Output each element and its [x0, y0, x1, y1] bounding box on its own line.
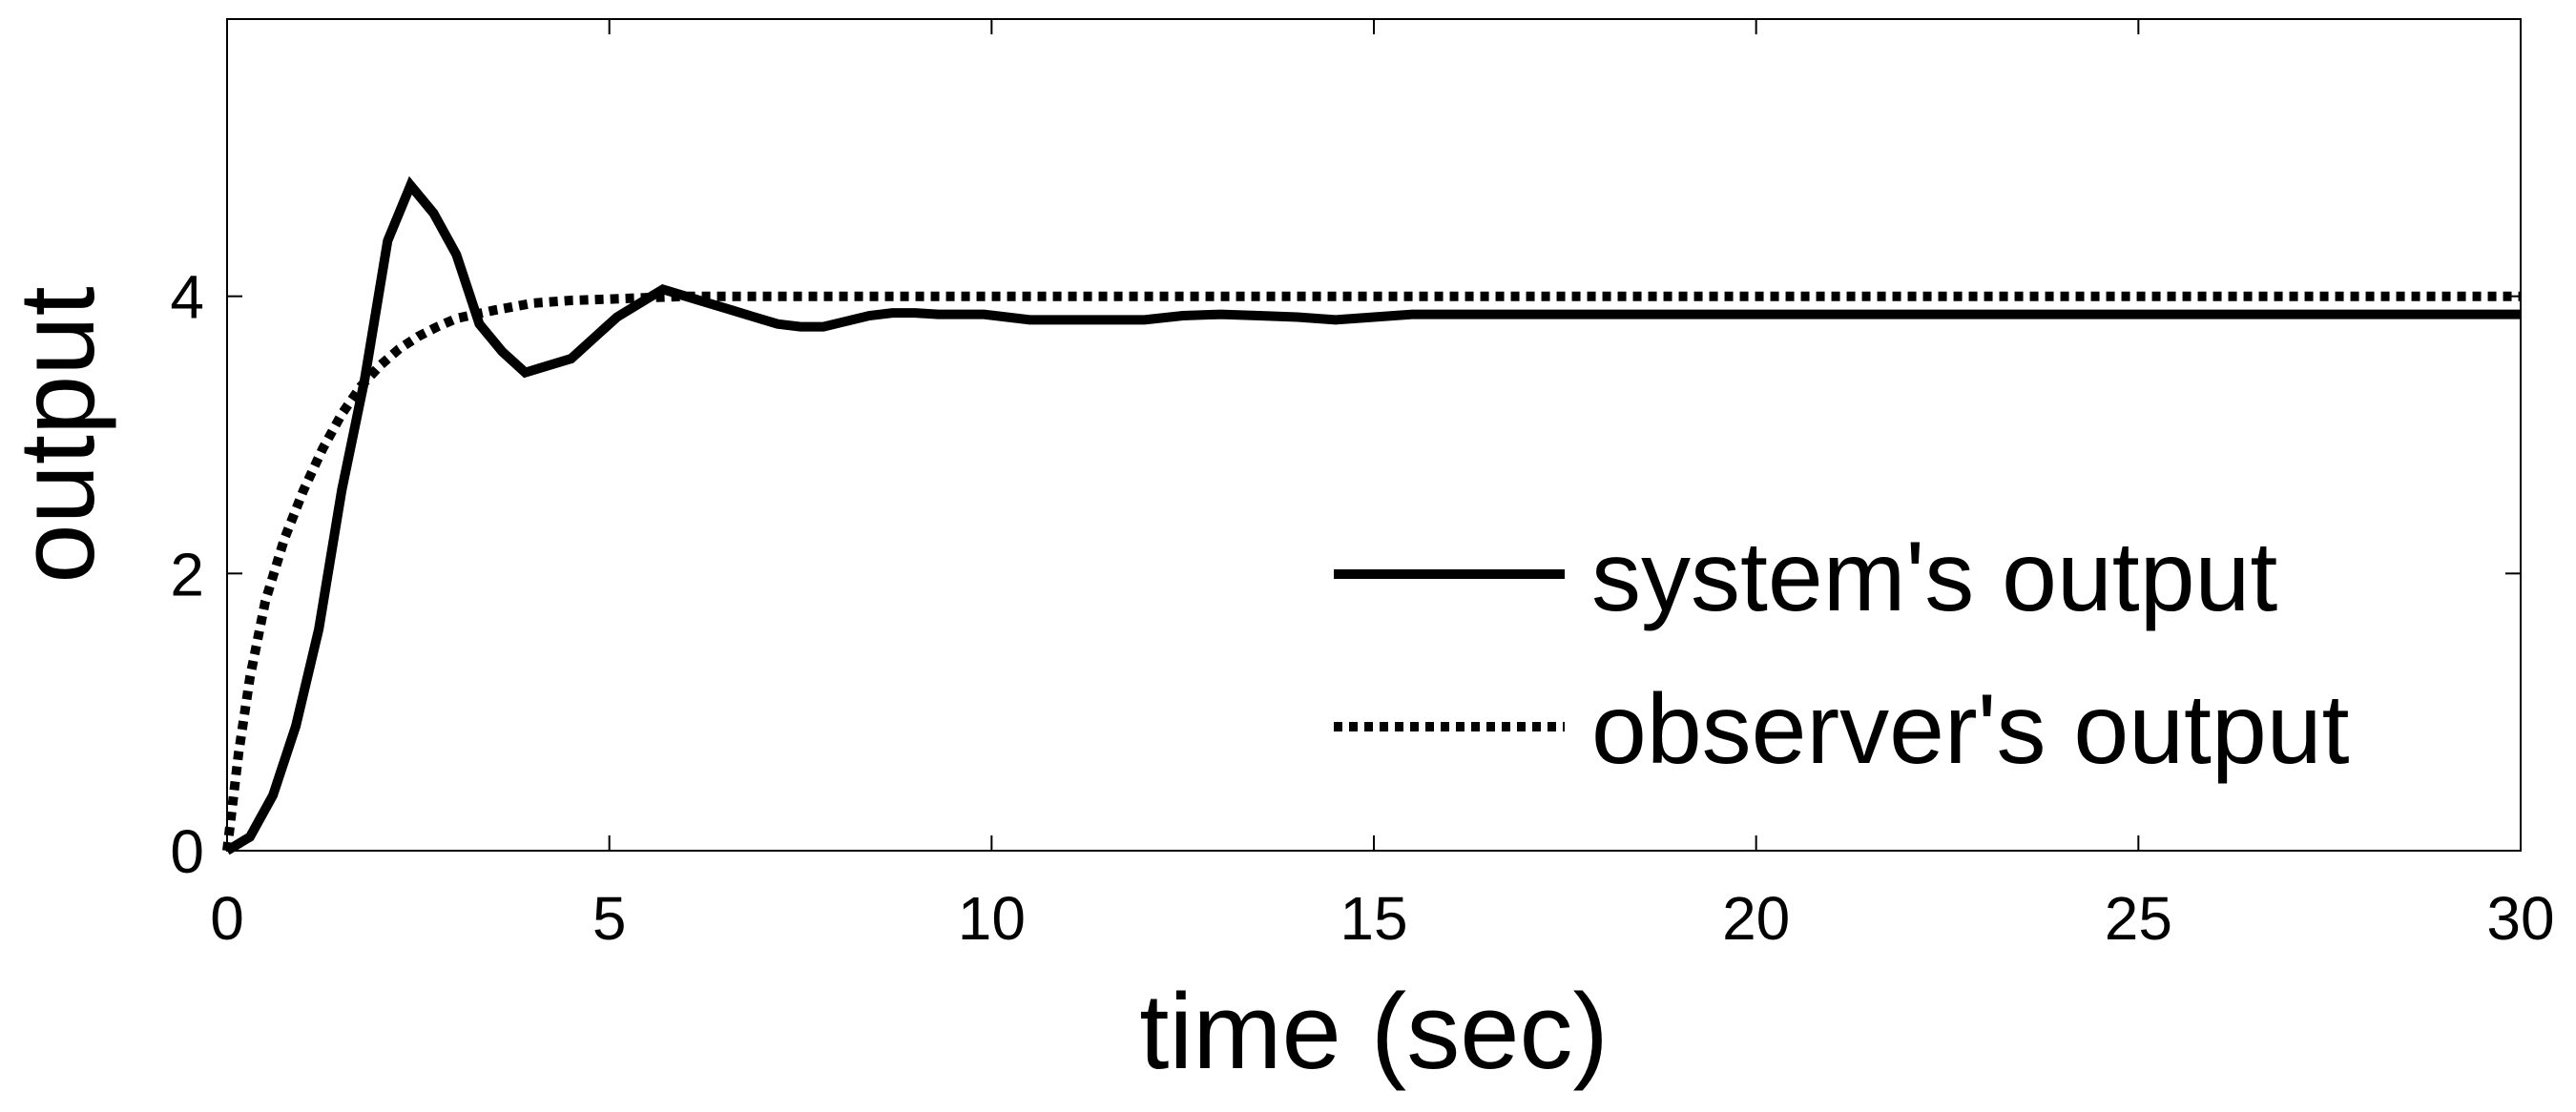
series-layer	[222, 175, 2521, 855]
x-axis-title: time (sec)	[1139, 972, 1609, 1091]
legend-label-observer-output: observer's output	[1591, 674, 2350, 785]
ticks-layer	[226, 19, 2522, 852]
x-tick-label: 10	[958, 884, 1026, 953]
legend: system's output observer's output	[1334, 522, 2350, 785]
x-tick-label: 20	[1722, 884, 1790, 953]
series-line-system-output	[224, 175, 2521, 855]
y-tick-label: 4	[170, 263, 204, 332]
y-tick-label: 0	[170, 817, 204, 886]
legend-label-system-output: system's output	[1591, 522, 2277, 632]
x-tick-label: 15	[1340, 884, 1407, 953]
y-axis-title: output	[0, 286, 116, 583]
x-tick-label: 30	[2486, 884, 2554, 953]
x-tick-label: 5	[592, 884, 627, 953]
y-tick-label: 2	[170, 540, 204, 608]
x-tick-label: 25	[2105, 884, 2172, 953]
tick-labels-layer: 0 5 10 15 20 25 30 0 2 4	[170, 263, 2554, 953]
x-tick-label: 0	[210, 884, 244, 953]
